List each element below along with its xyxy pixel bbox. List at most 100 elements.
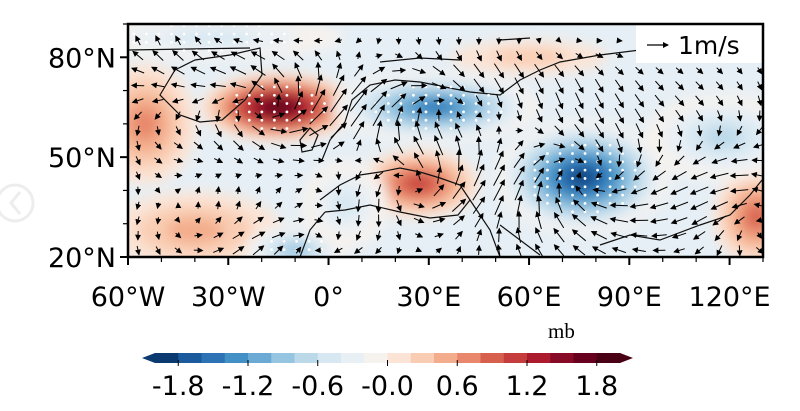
wind-vector (194, 186, 201, 194)
wind-vector (609, 216, 629, 223)
significance-dot (462, 85, 465, 89)
wind-vector (712, 215, 727, 226)
wind-vector (295, 246, 302, 254)
significance-dot (621, 185, 625, 189)
significance-dot (270, 248, 273, 252)
significance-dot (546, 152, 549, 155)
wind-vector (232, 231, 245, 240)
wind-vector (571, 229, 587, 242)
wind-vector (135, 201, 142, 210)
colorbar-tick-label: -1.2 (222, 371, 275, 402)
wind-vector (375, 137, 382, 153)
wind-vector (154, 186, 161, 194)
wind-vector (211, 97, 225, 104)
x-tick-label: 90°E (597, 282, 662, 313)
wind-vector (275, 93, 282, 107)
wind-vector (315, 232, 323, 238)
colorbar-tick-label: 1.2 (506, 371, 549, 402)
significance-dot (282, 239, 286, 243)
wind-vector (755, 126, 763, 136)
colorbar-bin (573, 353, 598, 363)
wind-vector (755, 217, 763, 223)
wind-vector (394, 136, 404, 154)
significance-dot (245, 32, 249, 36)
wind-vector (135, 156, 141, 166)
wind-vector (235, 110, 242, 122)
wind-vector (295, 188, 303, 194)
wind-vector (473, 78, 485, 94)
wind-vector (609, 202, 628, 209)
reference-vector-label: 1m/s (678, 31, 740, 60)
significance-dot (310, 93, 314, 97)
wind-vector (709, 187, 729, 195)
anomaly-contour (131, 108, 158, 140)
wind-vector (390, 81, 408, 90)
wind-vector (413, 202, 425, 209)
wind-vector (413, 135, 424, 155)
significance-dot (412, 127, 415, 130)
wind-vector (275, 186, 282, 194)
wind-vector (496, 211, 503, 229)
wind-vector (251, 231, 266, 240)
wind-vector (154, 172, 163, 178)
wind-vector (696, 67, 704, 75)
wind-vector (375, 53, 383, 59)
wind-vector (233, 140, 244, 151)
wind-vector (330, 88, 347, 113)
wind-vector (555, 36, 562, 43)
significance-dot (583, 160, 587, 164)
wind-vector (516, 194, 523, 216)
significance-dot (487, 110, 491, 114)
wind-vector (235, 173, 243, 179)
wind-vector (433, 97, 445, 104)
significance-dot (272, 110, 276, 114)
wind-vector (676, 139, 683, 152)
wind-vector (355, 199, 362, 213)
coastline-europe (321, 49, 761, 161)
wind-vector (630, 186, 648, 195)
wind-vector (154, 231, 161, 241)
wind-vector (629, 203, 649, 209)
wind-vector (675, 81, 685, 91)
wind-vector (614, 107, 625, 124)
wind-vector (454, 135, 462, 156)
wind-vector (736, 67, 743, 75)
wind-vector (673, 155, 685, 166)
wind-vector (135, 125, 142, 137)
wind-vector (252, 125, 266, 136)
colorbar-extend-low (142, 353, 155, 363)
chevron-left-circle-icon[interactable] (0, 183, 35, 223)
significance-dot (144, 32, 148, 36)
anomaly-contour (703, 126, 743, 148)
significance-dot (307, 248, 311, 252)
wind-vector (576, 37, 583, 44)
wind-vector (394, 105, 404, 125)
colorbar-bin (248, 353, 272, 363)
significance-dot (282, 32, 286, 36)
wind-vector (315, 187, 323, 193)
wind-vector (155, 217, 162, 225)
wind-vector (535, 51, 543, 61)
wind-vector (729, 172, 749, 179)
significance-dot (285, 93, 289, 97)
wind-vector (251, 80, 265, 91)
wind-vector (309, 124, 329, 137)
x-tick-label: 120°E (689, 282, 771, 313)
significance-dot (272, 102, 276, 105)
wind-vector (375, 246, 382, 255)
significance-dot (170, 40, 173, 44)
wind-vector (729, 187, 749, 194)
wind-vector (696, 125, 703, 137)
wind-vector (495, 243, 502, 256)
wind-vector (370, 90, 388, 110)
wind-vector (395, 215, 402, 227)
wind-vector (335, 50, 342, 61)
wind-vector (716, 67, 724, 75)
wind-vector (650, 218, 668, 224)
wind-vector (652, 170, 666, 181)
wind-vector (590, 231, 608, 240)
wind-vector (213, 157, 224, 163)
wind-vector (174, 247, 183, 254)
wind-vector (574, 157, 585, 164)
wind-vector (475, 111, 483, 118)
